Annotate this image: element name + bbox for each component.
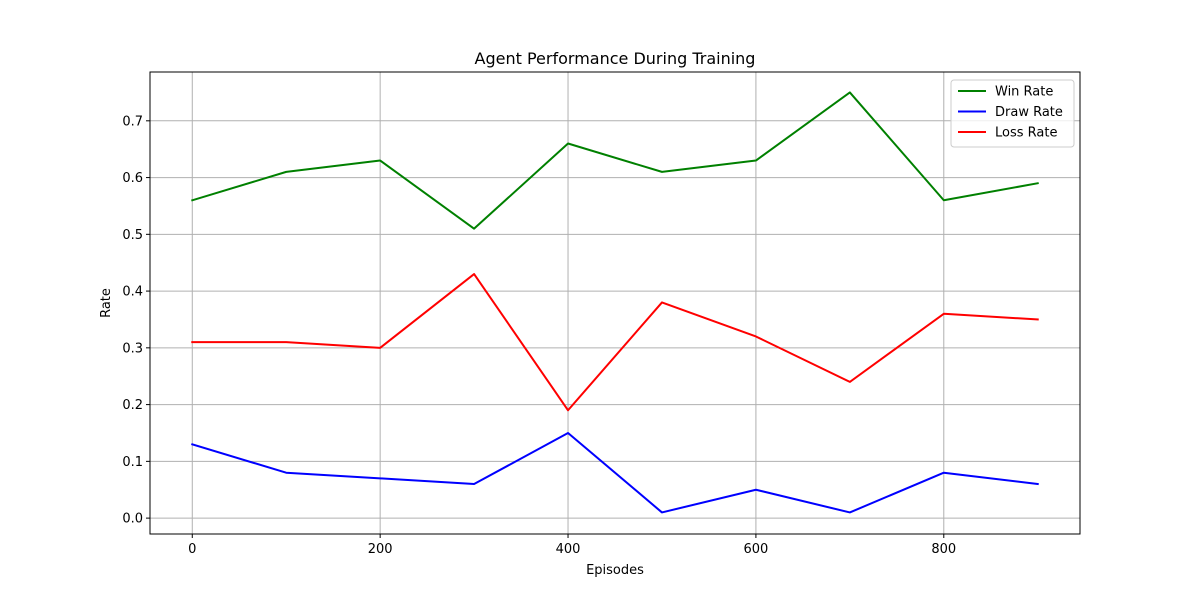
y-tick-label: 0.4	[122, 285, 143, 300]
y-tick-label: 0.3	[122, 341, 143, 356]
legend-label: Draw Rate	[995, 105, 1063, 120]
series-layer	[191, 91, 1039, 514]
series-line-win-rate	[191, 91, 1039, 230]
y-tick-label: 0.2	[122, 398, 143, 413]
chart-title: Agent Performance During Training	[475, 49, 756, 68]
grid-layer	[150, 72, 1080, 534]
series-line-draw-rate	[191, 431, 1039, 514]
y-axis-label: Rate	[99, 288, 114, 318]
y-tick-label: 0.0	[122, 512, 143, 527]
x-tick-label: 400	[556, 542, 581, 557]
y-tick-label: 0.6	[122, 171, 143, 186]
series-line-loss-rate	[191, 273, 1039, 412]
x-tick-label: 800	[931, 542, 956, 557]
legend: Win Rate Draw Rate Loss Rate	[950, 79, 1075, 148]
y-tick-label: 0.5	[122, 228, 143, 243]
plot-area-frame	[149, 71, 1081, 535]
legend-box	[950, 79, 1075, 148]
tick-layer: 0 200 400 600 800 0.0 0.1 0.2 0.3 0.4 0.5 0.6 0.7	[122, 114, 956, 557]
x-tick-label: 0	[188, 542, 196, 557]
y-tick-label: 0.7	[122, 114, 143, 129]
x-tick-label: 200	[368, 542, 393, 557]
legend-label: Win Rate	[995, 85, 1053, 100]
y-tick-label: 0.1	[122, 455, 143, 470]
x-axis-label: Episodes	[586, 563, 644, 578]
legend-label: Loss Rate	[995, 126, 1057, 141]
x-tick-label: 600	[743, 542, 768, 557]
